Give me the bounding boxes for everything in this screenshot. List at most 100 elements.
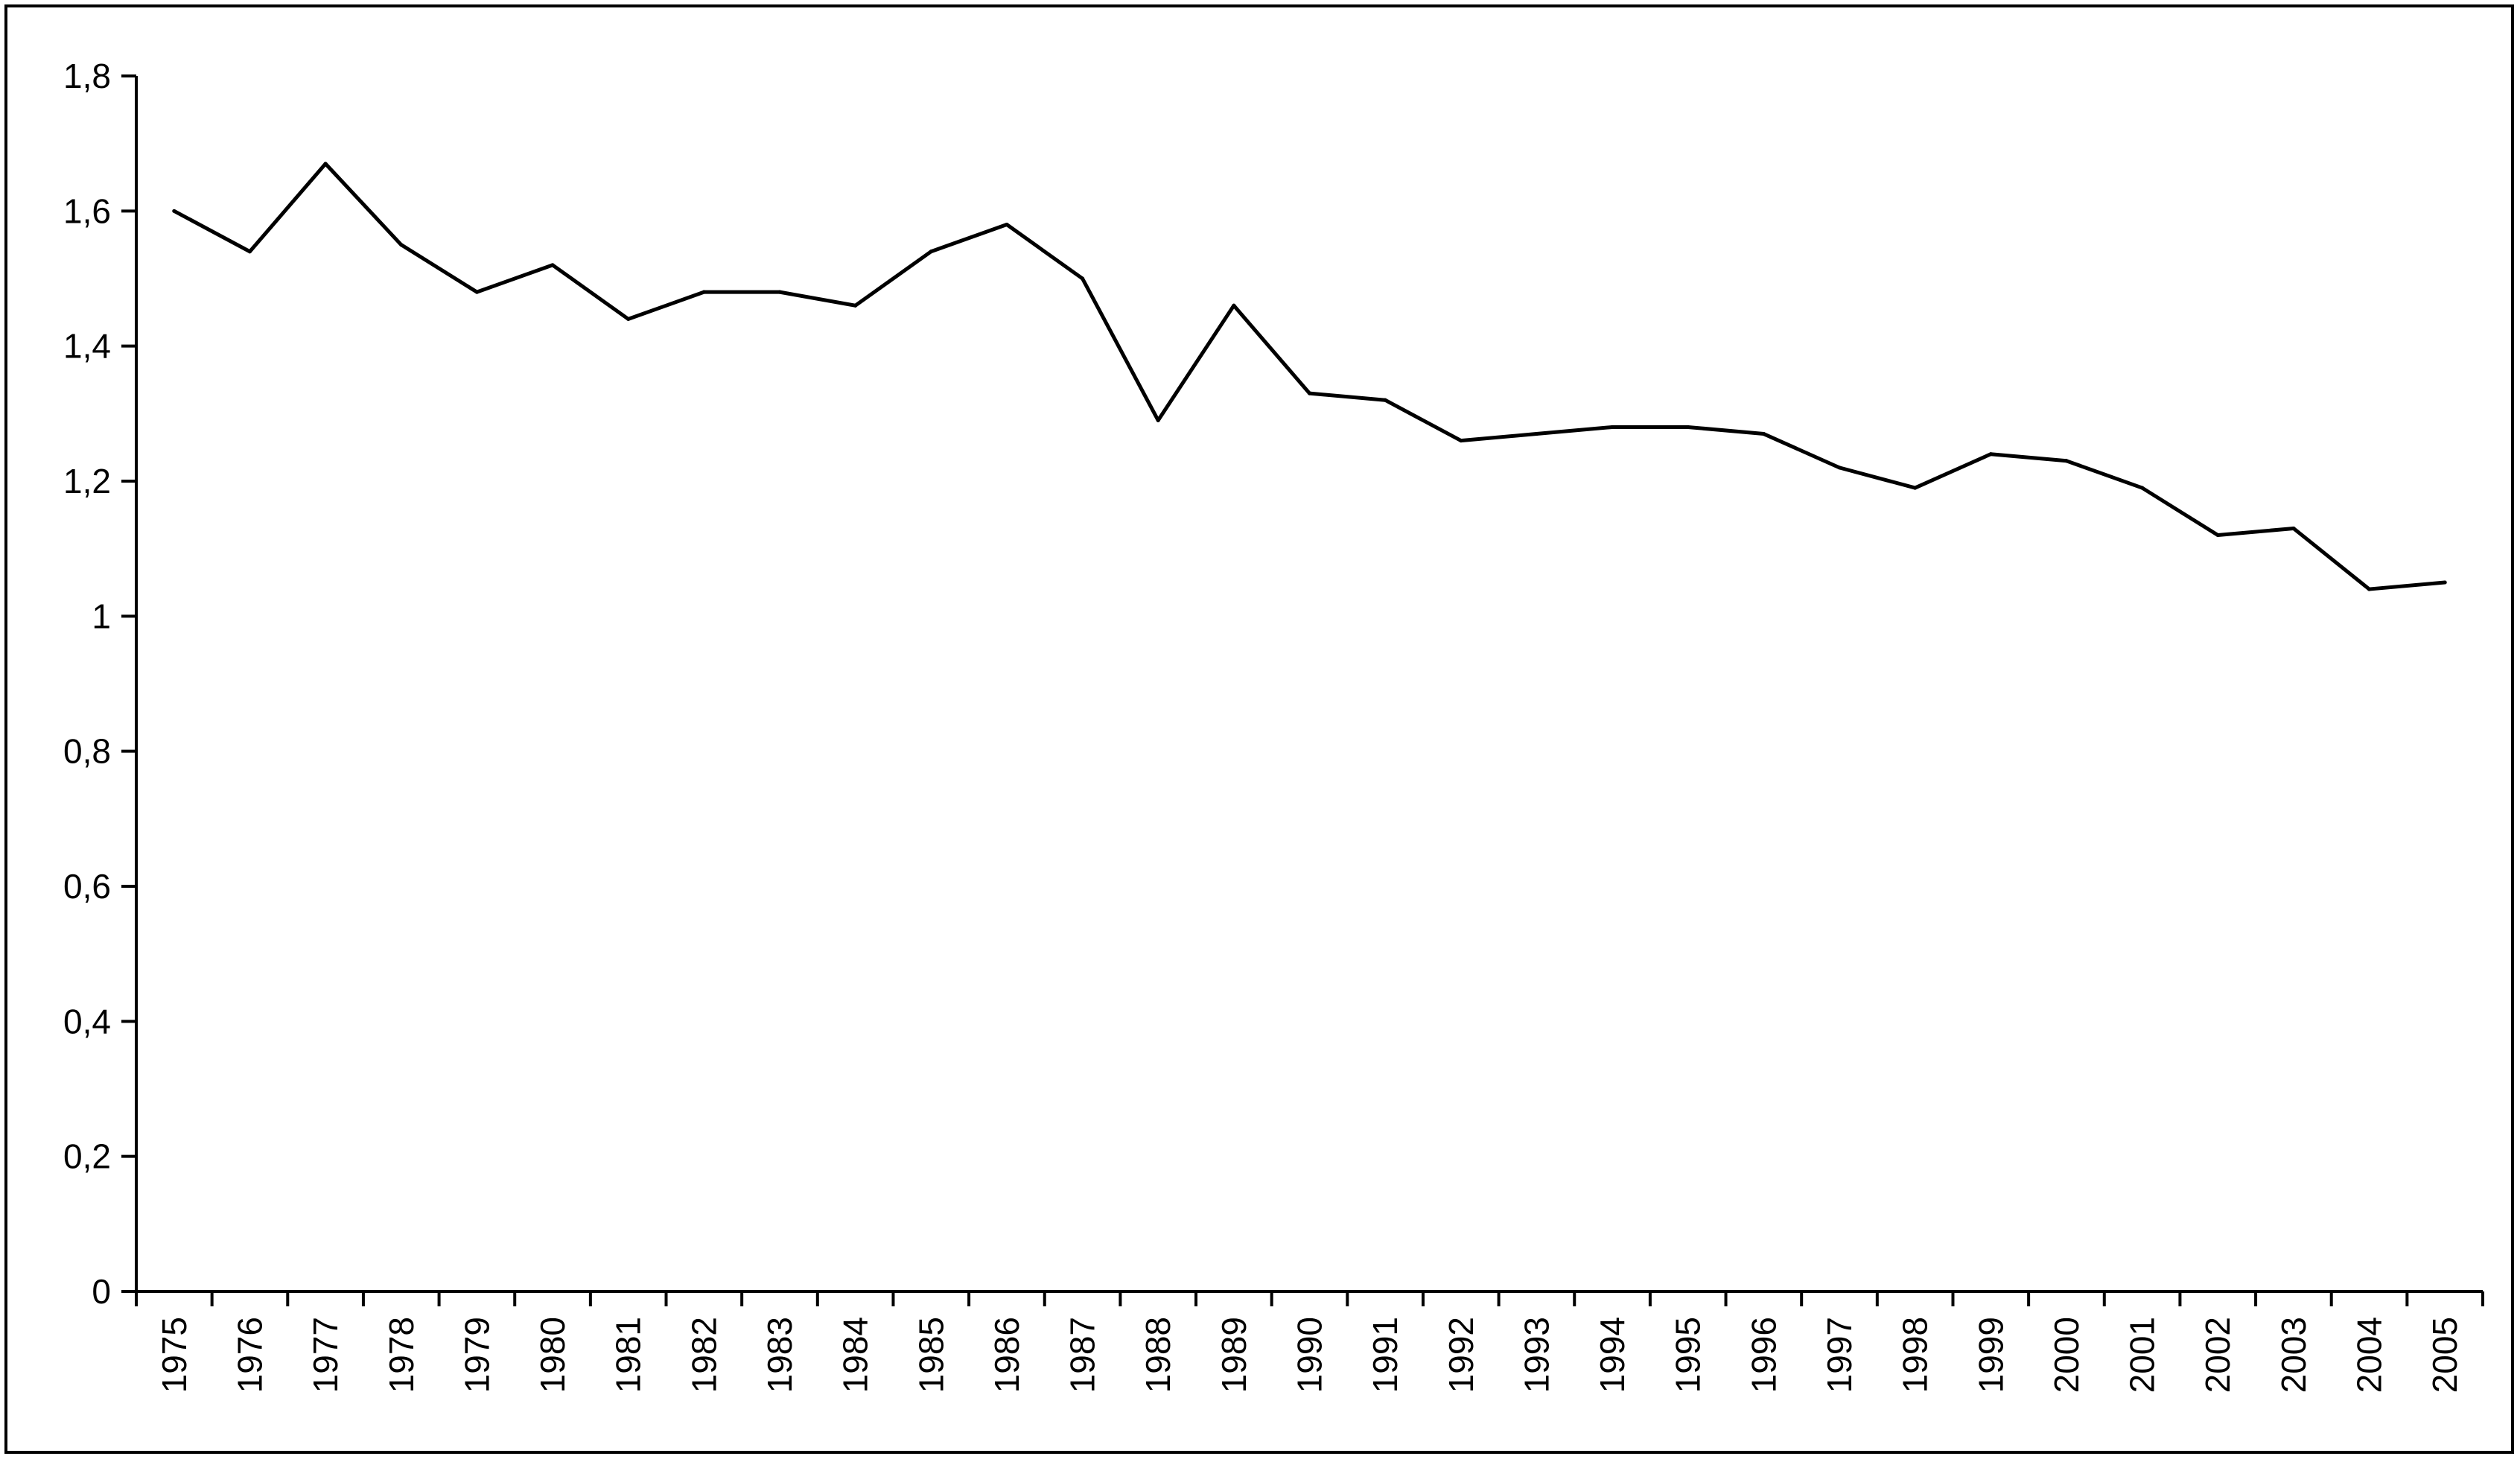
- x-tick-label: 1980: [533, 1317, 572, 1393]
- chart-frame: [4, 4, 2514, 1454]
- data-point: [2215, 533, 2220, 538]
- x-tick-label: 2001: [2123, 1317, 2162, 1393]
- series-line-segment: [1988, 452, 2069, 463]
- x-tick-label: 2004: [2350, 1317, 2389, 1393]
- data-point: [1232, 303, 1236, 308]
- x-tick-label: 1987: [1063, 1317, 1102, 1393]
- x-tick-label: 1978: [382, 1317, 421, 1393]
- data-point: [1988, 452, 1993, 457]
- series-line-segment: [1081, 276, 1160, 422]
- x-tick-label: 1981: [609, 1317, 648, 1393]
- x-tick-label: 1998: [1896, 1317, 1935, 1393]
- data-point: [1837, 465, 1842, 470]
- x-tick-label: 1995: [1669, 1317, 1708, 1393]
- series-line-segment: [853, 250, 933, 308]
- series-line-segment: [550, 263, 631, 321]
- x-tick-label: 1976: [230, 1317, 269, 1393]
- data-point: [1534, 432, 1539, 436]
- x-tick-label: 2002: [2198, 1317, 2237, 1393]
- axes: [135, 76, 2483, 1293]
- data-point: [2140, 486, 2145, 490]
- series-line-segment: [929, 222, 1009, 254]
- series-0: [172, 162, 2447, 591]
- series-line-segment: [399, 243, 479, 294]
- series-line-segment: [777, 290, 858, 308]
- data-point: [1761, 432, 1766, 436]
- x-tick-label: 1994: [1593, 1317, 1632, 1393]
- series-line-segment: [2064, 459, 2145, 490]
- series-line-segment: [2291, 526, 2372, 591]
- series-line-segment: [1232, 303, 1311, 395]
- data-point: [777, 290, 782, 294]
- data-point: [172, 209, 176, 213]
- x-tick-label: 1999: [1971, 1317, 2010, 1393]
- series-line-segment: [1534, 425, 1614, 436]
- x-tick-label: 1992: [1442, 1317, 1480, 1393]
- x-tick-label: 1985: [911, 1317, 950, 1393]
- x-tick-label: 1979: [457, 1317, 496, 1393]
- y-tick-label: 1: [92, 597, 111, 635]
- x-tick-label: 1975: [155, 1317, 194, 1393]
- data-point: [1459, 439, 1463, 443]
- x-tick-label: 1993: [1517, 1317, 1556, 1393]
- data-point: [1383, 398, 1387, 402]
- series-line-segment: [2215, 526, 2296, 538]
- series-line-segment: [172, 209, 252, 254]
- data-point: [247, 250, 252, 254]
- y-tick-label: 0,8: [63, 732, 111, 771]
- x-tick-label: 1988: [1139, 1317, 1177, 1393]
- y-tick-label: 0,4: [63, 1002, 111, 1040]
- data-point: [701, 290, 706, 294]
- series-line-segment: [1383, 398, 1463, 443]
- data-point: [323, 162, 328, 166]
- series-line-segment: [1686, 425, 1766, 436]
- y-tick-label: 0: [92, 1272, 111, 1311]
- x-tick-label: 1989: [1215, 1317, 1253, 1393]
- data-point: [1610, 425, 1614, 429]
- data-point: [1686, 425, 1690, 429]
- data-point: [1081, 276, 1085, 281]
- series-line-segment: [626, 290, 706, 321]
- series-line-segment: [1913, 452, 1993, 490]
- data-point: [929, 250, 933, 254]
- y-tick-label: 1,8: [63, 57, 111, 95]
- x-tick-label: 1991: [1366, 1317, 1404, 1393]
- x-tick-label: 2005: [2425, 1317, 2464, 1393]
- y-tick-label: 1,4: [63, 327, 111, 366]
- series-line-segment: [1156, 303, 1236, 422]
- x-axis-ticks: 1975 1976 1977 1978 1979 1980 1981 1982 1983 1984…: [135, 1291, 2484, 1393]
- x-tick-label: 1977: [306, 1317, 345, 1393]
- data-point: [1005, 222, 1009, 226]
- x-tick-label: 1982: [684, 1317, 723, 1393]
- x-tick-label: 1997: [1820, 1317, 1859, 1393]
- x-tick-label: 2000: [2047, 1317, 2086, 1393]
- data-point: [1308, 391, 1311, 395]
- x-tick-label: 1996: [1744, 1317, 1783, 1393]
- data-point: [474, 290, 479, 294]
- series-line-segment: [2140, 486, 2220, 538]
- series-line-segment: [247, 162, 328, 254]
- x-tick-label: 1986: [987, 1317, 1026, 1393]
- data-point: [2064, 459, 2069, 463]
- y-tick-label: 0,2: [63, 1137, 111, 1176]
- series-line-segment: [1459, 432, 1539, 443]
- series-line-segment: [1005, 222, 1085, 281]
- y-tick-label: 1,2: [63, 462, 111, 500]
- data-point: [1913, 486, 1918, 490]
- data-point: [2367, 587, 2372, 591]
- series-line-segment: [2367, 580, 2447, 591]
- x-tick-label: 1984: [836, 1317, 875, 1393]
- data-point: [1156, 418, 1160, 422]
- data-point: [550, 263, 555, 267]
- x-tick-label: 1983: [760, 1317, 799, 1393]
- series-line-segment: [1837, 465, 1918, 490]
- x-tick-label: 2003: [2274, 1317, 2313, 1393]
- series-layer: [172, 162, 2447, 591]
- data-point: [626, 317, 631, 321]
- data-point: [2291, 526, 2296, 530]
- y-axis-ticks: 0 0,2 0,4 0,6 0,8 1 1,2 1,4 1,6 1,8: [63, 57, 136, 1311]
- series-line-segment: [1308, 391, 1387, 402]
- series-line-segment: [1761, 432, 1842, 470]
